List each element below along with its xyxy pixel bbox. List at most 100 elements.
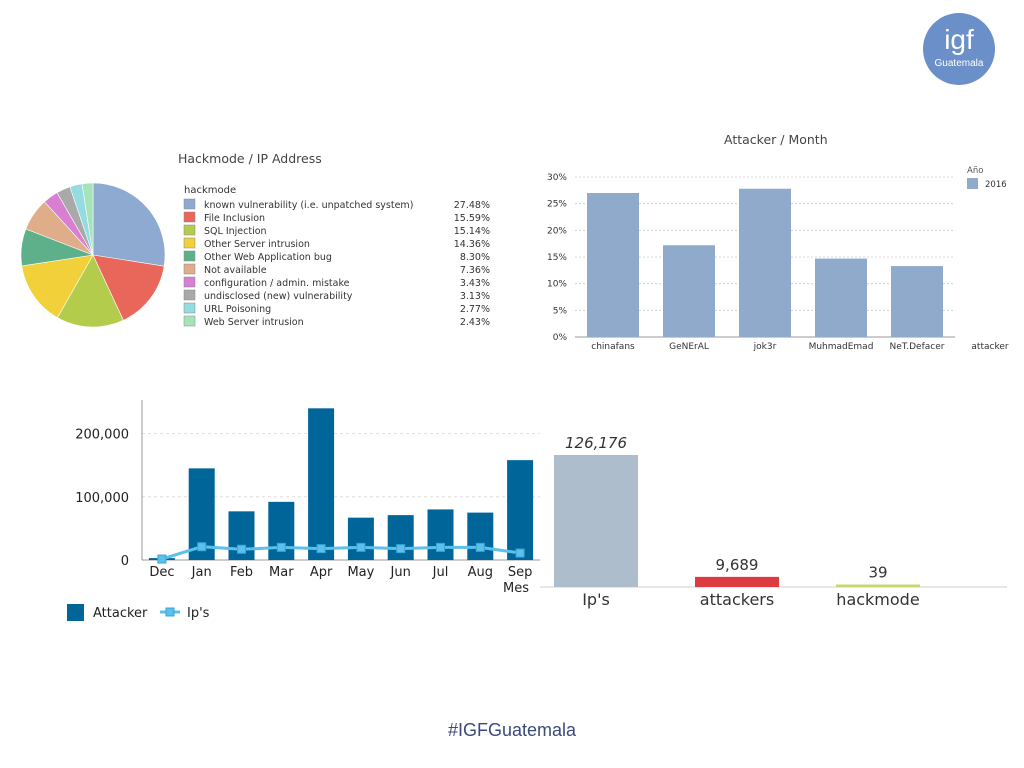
- pie-legend-label-8: URL Poisoning: [204, 304, 271, 315]
- month-legend-title: Año: [967, 166, 983, 176]
- month-bar-0: [587, 193, 639, 337]
- combo-line-point-6: [396, 544, 406, 554]
- pie-legend-swatch-4: [183, 250, 196, 262]
- pie-legend-pct-1: 15.59%: [454, 213, 490, 224]
- combo-xtick-7: Jul: [432, 565, 449, 580]
- combo-ytick-0: 0: [121, 554, 129, 569]
- summary-category-label-1: attackers: [700, 590, 774, 609]
- combo-xtick-0: Dec: [149, 565, 174, 580]
- combo-bar-9: [507, 460, 534, 560]
- pie-legend-label-9: Web Server intrusion: [204, 317, 304, 328]
- combo-x-label: Mes: [503, 581, 529, 596]
- pie-legend-label-0: known vulnerability (i.e. unpatched syst…: [204, 200, 413, 211]
- logo-sub-text: Guatemala: [934, 58, 984, 69]
- combo-line-point-3: [276, 542, 286, 552]
- combo-xtick-5: May: [347, 565, 374, 580]
- pie-slice-9: [81, 182, 94, 256]
- combo-xtick-2: Feb: [230, 565, 253, 580]
- month-bar-2: [739, 188, 791, 337]
- combo-bar-5: [347, 517, 374, 560]
- pie-legend-swatch-8: [183, 302, 196, 314]
- pie-slice-3: [21, 254, 94, 319]
- combo-line-point-8: [475, 542, 485, 552]
- pie-legend-swatch-1: [183, 211, 196, 223]
- pie-legend-swatch-0: [183, 198, 196, 210]
- month-ytick-4: 20%: [547, 226, 567, 236]
- month-ytick-6: 30%: [547, 173, 567, 183]
- combo-line-point-5: [356, 542, 366, 552]
- pie-legend-swatch-9: [183, 315, 196, 327]
- month-xtick-0: chinafans: [591, 342, 635, 352]
- combo-xtick-6: Jun: [390, 565, 411, 580]
- pie-legend-label-7: undisclosed (new) vulnerability: [204, 291, 353, 302]
- pie-legend-pct-5: 7.36%: [460, 265, 490, 276]
- summary-bar-1: [695, 576, 779, 587]
- pie-legend-label-4: Other Web Application bug: [204, 252, 332, 263]
- summary-value-label-0: 126,176: [565, 434, 627, 452]
- pie-legend-pct-9: 2.43%: [460, 317, 490, 328]
- combo-line-point-9: [515, 548, 525, 558]
- combo-line-point-1: [197, 542, 207, 552]
- pie-chart: hackmode known vulnerability (i.e. unpatc…: [20, 182, 490, 328]
- pie-slice-0: [92, 182, 166, 267]
- combo-xtick-4: Apr: [310, 565, 333, 580]
- pie-legend-pct-0: 27.48%: [454, 200, 490, 211]
- month-ytick-3: 15%: [547, 253, 567, 263]
- combo-xtick-1: Jan: [191, 565, 212, 580]
- month-ytick-0: 0%: [553, 333, 568, 343]
- pie-slice-2: [57, 254, 124, 328]
- pie-chart-title: Hackmode / IP Address: [178, 151, 322, 166]
- attacker-combo-chart: 0 100,000 200,000 Dec Jan Feb Mar Apr May Jun Jul A…: [67, 400, 540, 621]
- combo-xtick-3: Mar: [269, 565, 294, 580]
- month-ytick-5: 25%: [547, 200, 567, 210]
- footer-hashtag: #IGFGuatemala: [447, 720, 577, 740]
- logo-main-text: igf: [944, 24, 974, 55]
- combo-bar-8: [467, 512, 494, 560]
- month-ytick-1: 5%: [553, 306, 568, 316]
- summary-bar-2: [836, 584, 920, 587]
- month-xtick-3: MuhmadEmad: [809, 342, 874, 352]
- combo-ytick-1: 100,000: [75, 491, 129, 506]
- month-legend-label: 2016: [985, 180, 1007, 190]
- pie-legend-swatch-5: [183, 263, 196, 275]
- pie-legend-pct-6: 3.43%: [460, 278, 490, 289]
- pie-legend-pct-7: 3.13%: [460, 291, 490, 302]
- pie-legend-swatch-3: [183, 237, 196, 249]
- pie-legend-pct-4: 8.30%: [460, 252, 490, 263]
- combo-line-point-0: [157, 554, 167, 564]
- month-bar-3: [815, 258, 867, 337]
- month-bar-4: [891, 266, 943, 337]
- combo-bar-4: [308, 408, 335, 560]
- combo-ytick-2: 200,000: [75, 428, 129, 443]
- igf-logo: igf Guatemala: [923, 13, 995, 85]
- month-chart-title: Attacker / Month: [724, 132, 828, 147]
- combo-legend-label-attacker: Attacker: [93, 606, 148, 621]
- pie-legend-label-2: SQL Injection: [204, 226, 267, 237]
- combo-line-ips: [161, 545, 521, 561]
- pie-legend-label-5: Not available: [204, 265, 267, 276]
- pie-legend-pct-8: 2.77%: [460, 304, 490, 315]
- combo-bar-7: [427, 509, 454, 560]
- pie-legend-label-6: configuration / admin. mistake: [204, 278, 350, 289]
- summary-value-label-2: 39: [868, 564, 887, 582]
- combo-legend-marker-ips: [165, 607, 175, 617]
- combo-xtick-9: Sep: [508, 565, 533, 580]
- pie-legend-swatch-7: [183, 289, 196, 301]
- pie-legend-label-1: File Inclusion: [204, 213, 265, 224]
- month-ytick-2: 10%: [547, 280, 567, 290]
- pie-legend-label-3: Other Server intrusion: [204, 239, 310, 250]
- summary-value-label-1: 9,689: [716, 556, 759, 574]
- summary-bar-0: [554, 455, 638, 587]
- combo-line-point-7: [436, 542, 445, 552]
- month-xtick-1: GeNErAL: [669, 342, 709, 352]
- pie-legend-swatch-2: [183, 224, 196, 236]
- month-x-label: attacker: [971, 342, 1008, 352]
- summary-category-label-0: Ip's: [582, 590, 610, 609]
- combo-legend-label-ips: Ip's: [187, 606, 210, 621]
- combo-bar-6: [387, 515, 414, 560]
- combo-line-point-2: [237, 544, 246, 554]
- summary-chart: 126,176 Ip's 9,689 attackers 39 hackmode: [540, 434, 1007, 609]
- pie-slice-1: [92, 254, 165, 321]
- combo-line-point-4: [316, 544, 326, 554]
- month-legend-swatch: [967, 178, 978, 189]
